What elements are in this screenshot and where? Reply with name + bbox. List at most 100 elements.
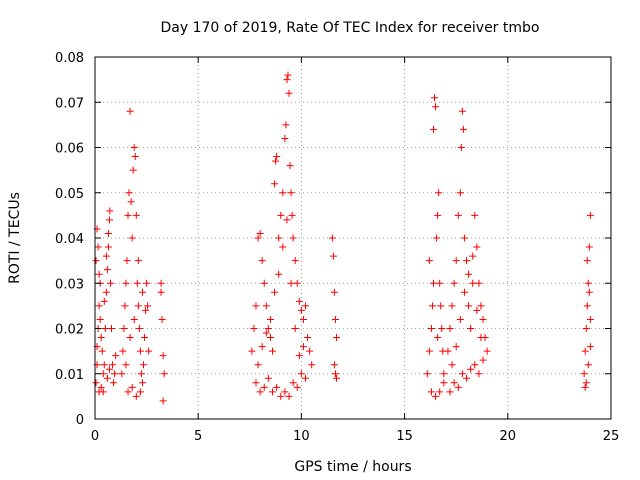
data-point: [427, 388, 435, 396]
data-point: [143, 279, 151, 287]
data-point: [119, 347, 127, 355]
data-point: [92, 379, 100, 387]
data-point: [94, 243, 102, 251]
data-point: [586, 315, 594, 323]
data-point: [282, 121, 290, 129]
data-point: [473, 306, 481, 314]
data-point: [583, 302, 591, 310]
data-point: [463, 374, 471, 382]
data-point: [295, 297, 303, 305]
x-tick-label: 20: [500, 429, 517, 444]
data-point: [283, 76, 291, 84]
data-point: [454, 383, 462, 391]
data-point: [436, 279, 444, 287]
data-point: [299, 315, 307, 323]
data-point: [130, 315, 138, 323]
data-point: [425, 257, 433, 265]
data-point: [134, 257, 142, 265]
y-tick-label: 0.06: [55, 142, 84, 157]
data-point: [428, 302, 436, 310]
data-point: [254, 361, 262, 369]
data-point: [299, 343, 307, 351]
data-point: [444, 347, 452, 355]
data-point: [97, 383, 105, 391]
data-point: [429, 125, 437, 133]
data-point: [102, 288, 110, 296]
data-point: [127, 198, 135, 206]
data-point: [452, 343, 460, 351]
data-point: [108, 325, 116, 332]
data-point: [96, 315, 104, 323]
data-point: [471, 361, 479, 369]
y-tick-label: 0.03: [55, 277, 84, 292]
data-point: [467, 325, 475, 332]
data-point: [102, 252, 110, 260]
data-point: [448, 302, 456, 310]
data-point: [483, 347, 491, 355]
data-point: [138, 379, 146, 387]
y-axis-label: ROTI / TECUs: [7, 192, 23, 284]
data-point: [109, 361, 117, 369]
x-tick-label: 10: [293, 429, 310, 444]
data-point: [104, 229, 112, 237]
data-point: [288, 211, 296, 219]
data-point: [124, 388, 132, 396]
data-point: [586, 211, 594, 219]
data-point: [140, 361, 148, 369]
data-point: [129, 166, 137, 174]
data-point: [581, 383, 589, 391]
data-point: [448, 361, 456, 369]
data-point: [142, 306, 150, 314]
data-point: [291, 325, 299, 332]
data-point: [586, 343, 594, 351]
data-point: [285, 392, 293, 400]
data-point: [440, 370, 448, 378]
chart-title: Day 170 of 2019, Rate Of TEC Index for r…: [161, 20, 540, 36]
data-points: [92, 71, 594, 405]
data-point: [266, 315, 274, 323]
data-point: [584, 361, 592, 369]
data-point: [122, 279, 130, 287]
data-point: [273, 153, 281, 161]
data-point: [131, 153, 139, 161]
data-point: [295, 352, 303, 360]
x-axis-label: GPS time / hours: [294, 459, 411, 475]
data-point: [252, 302, 260, 310]
data-point: [126, 107, 134, 115]
y-tick-label: 0.08: [55, 51, 84, 66]
data-point: [130, 144, 138, 151]
data-point: [125, 189, 133, 197]
data-point: [434, 211, 442, 219]
data-point: [272, 157, 280, 165]
x-tick-label: 5: [194, 429, 202, 444]
data-point: [297, 370, 305, 378]
data-point: [304, 334, 312, 342]
data-point: [423, 370, 431, 378]
data-point: [477, 334, 485, 342]
data-point: [101, 325, 109, 332]
data-point: [252, 379, 260, 387]
grid: [95, 57, 611, 419]
data-point: [582, 325, 590, 332]
data-point: [473, 243, 481, 251]
y-tick-label: 0: [76, 413, 84, 428]
data-point: [269, 347, 277, 355]
data-point: [302, 302, 310, 310]
data-point: [475, 370, 483, 378]
data-point: [104, 243, 112, 251]
x-tick-label: 15: [396, 429, 413, 444]
data-point: [277, 211, 285, 219]
data-point: [585, 243, 593, 251]
data-point: [585, 288, 593, 296]
data-point: [440, 379, 448, 387]
y-tick-label: 0.04: [55, 232, 84, 247]
data-point: [460, 288, 468, 296]
data-point: [302, 374, 310, 382]
data-point: [427, 325, 435, 332]
data-point: [133, 279, 141, 287]
data-point: [132, 392, 140, 400]
data-point: [463, 257, 471, 265]
data-point: [248, 347, 256, 355]
data-point: [124, 211, 132, 219]
data-point: [465, 302, 473, 310]
